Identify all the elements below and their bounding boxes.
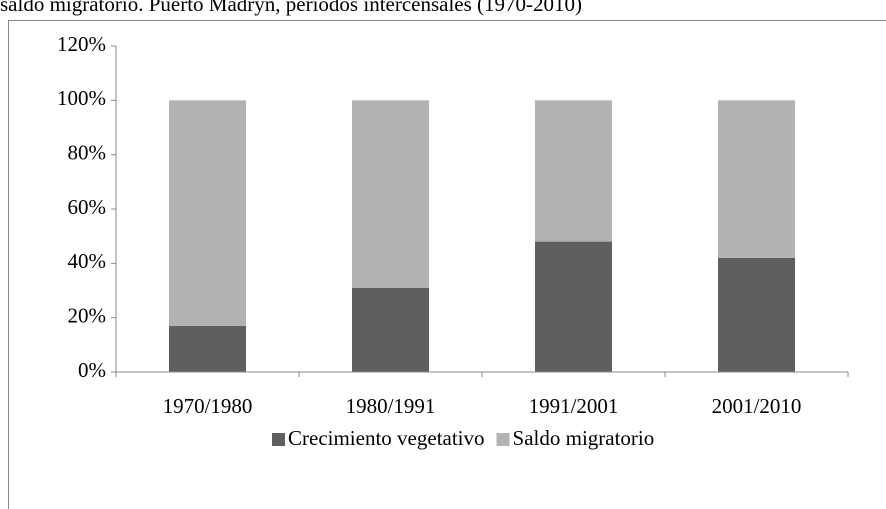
legend-swatch	[272, 433, 285, 446]
legend-label: Saldo migratorio	[513, 426, 655, 450]
y-tick-label: 120%	[57, 32, 106, 56]
chart-title: saldo migratorio. Puerto Madryn, período…	[0, 0, 582, 16]
y-tick-label: 100%	[57, 86, 106, 110]
bar-segment	[535, 241, 612, 372]
bar-segment	[718, 100, 795, 258]
y-tick-label: 40%	[68, 249, 107, 273]
y-tick-label: 80%	[68, 140, 107, 164]
x-tick-label: 1991/2001	[529, 394, 619, 418]
x-tick-label: 2001/2010	[712, 394, 802, 418]
x-tick-label: 1980/1991	[346, 394, 436, 418]
bar-segment	[718, 257, 795, 372]
legend-label: Crecimiento vegetativo	[288, 426, 485, 450]
x-tick-label: 1970/1980	[163, 394, 253, 418]
bar-segment	[352, 287, 429, 372]
bar-segment	[535, 100, 612, 242]
bar-segment	[169, 325, 246, 372]
legend-swatch	[496, 433, 510, 446]
bar-segment	[352, 100, 429, 288]
y-tick-label: 0%	[78, 358, 106, 382]
y-tick-label: 60%	[68, 195, 107, 219]
bar-segment	[169, 100, 246, 326]
y-tick-label: 20%	[68, 303, 107, 327]
